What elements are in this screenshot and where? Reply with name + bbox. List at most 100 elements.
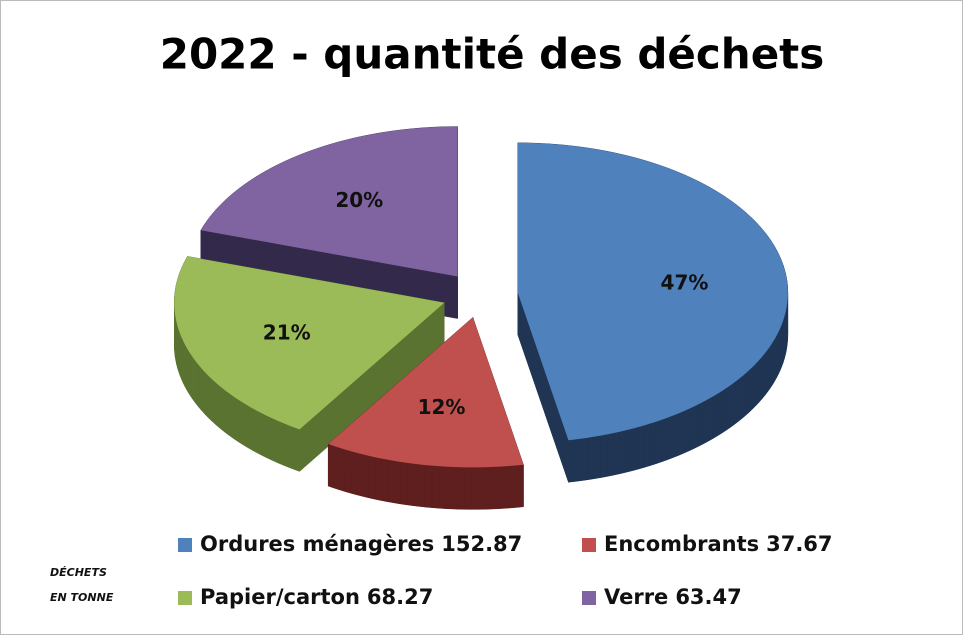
slice-wall	[470, 467, 479, 510]
slice-wall	[613, 431, 620, 476]
slice-wall	[637, 425, 645, 470]
slice-wall	[252, 407, 258, 454]
slice-wall	[418, 464, 426, 508]
slice-wall	[191, 354, 195, 402]
slice-wall	[510, 465, 518, 509]
legend-amount: 37.67	[766, 532, 832, 556]
legend-name: Papier/carton	[200, 585, 360, 609]
slice-wall	[581, 437, 589, 481]
slice-wall	[742, 372, 747, 419]
slice	[174, 256, 445, 430]
slice-wall	[257, 410, 263, 456]
slice-wall	[214, 381, 219, 428]
slice-wall	[708, 395, 714, 442]
slice-wall	[643, 423, 651, 468]
legend-swatch	[178, 591, 192, 605]
slice-wall	[288, 424, 295, 470]
slice-wall	[234, 396, 240, 443]
slice-wall	[767, 345, 771, 393]
data-label: 20%	[335, 188, 383, 212]
slice-wall	[406, 462, 413, 506]
slice-wall	[277, 420, 284, 466]
slice-wall	[619, 429, 627, 475]
data-label: 12%	[418, 395, 466, 419]
slice-wall	[726, 384, 731, 431]
slice-wall	[451, 466, 459, 510]
slice-wall	[688, 406, 695, 452]
slice-wall	[425, 464, 433, 508]
slice-wall	[196, 361, 200, 409]
legend-name: Encombrants	[604, 532, 759, 556]
slice-wall	[600, 434, 608, 478]
slice	[328, 317, 524, 468]
slice-wall	[594, 435, 602, 479]
slice-wall	[272, 418, 278, 464]
slice-wall	[625, 428, 633, 473]
slice-wall	[497, 466, 505, 510]
slice-wall	[769, 342, 773, 390]
slice-wall	[683, 408, 689, 454]
slice-wall	[184, 344, 188, 391]
slice-wall	[198, 364, 203, 412]
slice-wall	[655, 419, 662, 465]
slice-wall	[631, 426, 639, 472]
slice-wall	[477, 467, 485, 510]
annotation: EN TONNE	[50, 591, 114, 604]
legend-label: Ordures ménagères 152.87	[200, 532, 522, 556]
slice-wall	[734, 378, 739, 425]
slice-wall	[230, 393, 235, 440]
slice-wall	[755, 359, 760, 406]
slice-wall	[261, 413, 268, 459]
legend-name: Verre	[604, 585, 668, 609]
slice-wall	[574, 438, 582, 482]
slice-wall	[738, 375, 743, 422]
slice-wall	[362, 454, 370, 499]
slice-wall	[282, 422, 289, 468]
slice-wall	[764, 349, 768, 396]
slice-wall	[374, 456, 382, 501]
slice-wall	[516, 464, 524, 508]
slice-wall	[380, 458, 388, 502]
legend-amount: 68.27	[367, 585, 433, 609]
slice-wall	[649, 421, 656, 467]
slice-wall	[721, 387, 727, 434]
slice-wall	[745, 369, 750, 416]
slice	[517, 142, 788, 441]
slice-wall	[484, 466, 492, 510]
slice-wall	[698, 401, 704, 447]
data-label: 21%	[263, 321, 311, 345]
slice-wall	[752, 362, 757, 410]
slice-wall	[387, 459, 394, 504]
slice-wall	[568, 439, 576, 483]
slice-wall	[457, 466, 465, 510]
slice-wall	[431, 465, 439, 509]
legend-name: Ordures ménagères	[200, 532, 434, 556]
slice-wall	[661, 417, 668, 463]
slice-wall	[226, 390, 231, 437]
annotation: DÉCHETS	[50, 566, 107, 579]
legend-swatch	[582, 538, 596, 552]
legend-swatch	[178, 538, 192, 552]
slice-wall	[759, 355, 763, 403]
slice-wall	[761, 352, 766, 400]
slice-wall	[490, 466, 498, 510]
slice-wall	[672, 413, 679, 459]
slice-wall	[204, 371, 209, 419]
slice-wall	[399, 461, 407, 506]
slice-wall	[717, 390, 723, 437]
legend-label: Encombrants 37.67	[604, 532, 833, 556]
slice-wall	[218, 384, 223, 431]
slice-wall	[666, 415, 673, 461]
slice-wall	[464, 467, 472, 510]
slice-wall	[186, 347, 190, 395]
slice-wall	[606, 432, 614, 477]
slice-wall	[730, 381, 735, 428]
slice-wall	[749, 365, 754, 413]
slice-wall	[712, 393, 718, 439]
slice-wall	[503, 465, 511, 509]
chart-title: 2022 - quantité des déchets	[160, 30, 825, 79]
legend-label: Verre 63.47	[604, 585, 742, 609]
